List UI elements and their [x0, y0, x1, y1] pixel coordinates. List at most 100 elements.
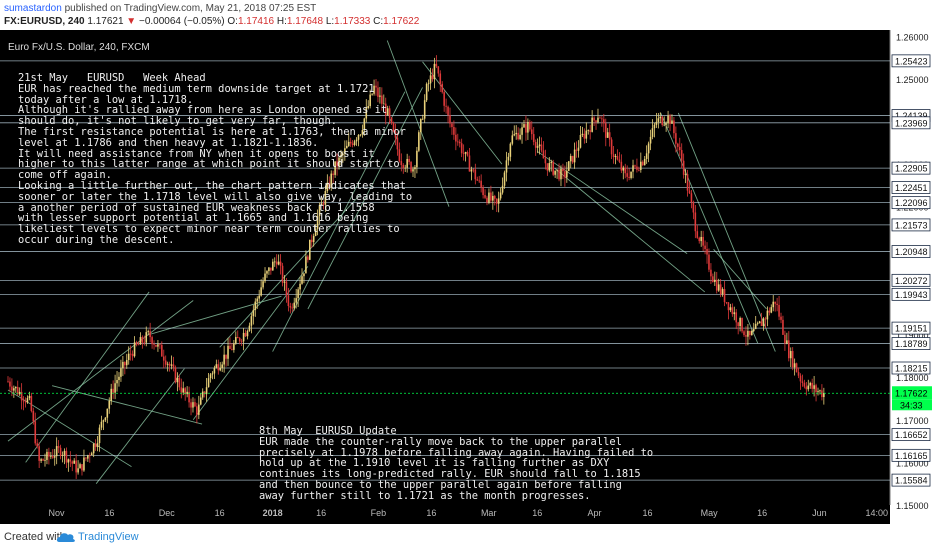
y-tick-label: 1.17000 [896, 416, 929, 426]
candle-body [606, 132, 609, 138]
candle-body [766, 310, 769, 320]
candle-body [696, 231, 699, 238]
candle-body [48, 451, 50, 457]
candle-body [433, 63, 436, 80]
candle-body [694, 212, 697, 232]
candle-body [414, 167, 416, 170]
candle-body [632, 165, 634, 172]
candle-body [289, 306, 292, 308]
candle-body [79, 464, 81, 469]
candle-body [340, 155, 342, 158]
candle-body [250, 316, 253, 326]
candle-body [377, 87, 379, 97]
publish-info: published on TradingView.com, May 21, 20… [64, 3, 317, 14]
candle-body [754, 324, 757, 330]
trend-channel-line [677, 112, 776, 352]
level-price-label: 1.18789 [895, 339, 928, 349]
author-link[interactable]: sumastardon [4, 3, 62, 14]
trend-channel-line [219, 193, 362, 348]
candle-body [493, 195, 496, 199]
candle-body [346, 145, 348, 149]
candle-body [57, 446, 60, 448]
candle-body [667, 115, 669, 124]
candle-body [418, 132, 420, 151]
candle-body [51, 456, 54, 458]
price-chart[interactable]: 1.260001.250001.240001.230001.220001.210… [0, 30, 932, 524]
candle-body [334, 161, 336, 175]
tradingview-brand[interactable]: TradingView [78, 531, 139, 543]
analysis-note-update: 8th May EURUSD Update EUR made the count… [259, 425, 654, 502]
candle-body [67, 459, 70, 463]
candle-body [698, 237, 701, 242]
candle-body [455, 134, 457, 142]
candle-body [240, 341, 243, 343]
candle-body [371, 93, 373, 95]
x-tick-label: Nov [49, 508, 66, 518]
candle-body [456, 141, 459, 143]
candle-body [453, 127, 455, 135]
trend-channel-line [554, 168, 706, 293]
candle-body [116, 380, 118, 384]
candle-body [406, 159, 408, 168]
x-tick-label: 16 [642, 508, 652, 518]
level-price-tag [891, 116, 931, 130]
candle-body [472, 169, 475, 171]
candle-body [207, 378, 210, 388]
candle-body [98, 427, 101, 444]
candle-body [275, 261, 278, 265]
candle-body [645, 153, 648, 159]
candle-body [180, 387, 183, 393]
candle-body [272, 261, 274, 271]
candle-body [40, 459, 42, 461]
candle-body [342, 153, 344, 156]
candle-body [231, 348, 233, 350]
candle-body [50, 456, 52, 457]
candle-body [295, 298, 297, 303]
candle-body [466, 152, 469, 156]
candle-body [291, 307, 294, 309]
high-label: H: [276, 16, 287, 27]
candle-body [42, 459, 44, 461]
candle-body [112, 388, 114, 393]
candle-body [336, 161, 338, 167]
candle-body [365, 108, 368, 119]
candle-body [458, 141, 461, 144]
symbol-name: FX:EURUSD, 240 [4, 16, 85, 27]
x-tick-label: 2018 [263, 508, 283, 518]
candle-body [182, 388, 185, 393]
level-price-tag [891, 245, 931, 258]
candle-body [18, 391, 21, 395]
candle-body [279, 261, 282, 266]
candle-body [59, 447, 62, 456]
candle-body [480, 180, 482, 188]
candle-body [104, 417, 107, 421]
trend-channel-line [7, 300, 194, 442]
y-tick-label: 1.19000 [896, 331, 929, 341]
candle-body [782, 319, 784, 335]
level-price-tag [891, 54, 931, 68]
candle-body [349, 141, 352, 144]
candle-body [566, 170, 568, 178]
candle-body [307, 256, 309, 260]
level-price-tag [891, 218, 931, 232]
candle-body [170, 364, 173, 366]
candle-body [94, 443, 97, 448]
candle-body [519, 134, 521, 140]
candle-body [213, 367, 216, 374]
candle-body [157, 344, 159, 347]
candle-body [671, 120, 673, 124]
candle-body [595, 120, 597, 123]
candle-body [758, 321, 761, 324]
candle-body [729, 307, 732, 311]
candle-body [330, 173, 333, 188]
candle-body [464, 152, 467, 154]
candle-body [425, 83, 428, 101]
candle-body [752, 329, 755, 331]
candle-body [419, 119, 422, 133]
candle-body [799, 375, 802, 382]
candle-body [254, 301, 257, 310]
candle-body [118, 376, 120, 381]
candle-body [715, 279, 718, 291]
candle-body [429, 75, 432, 84]
candle-body [151, 337, 153, 345]
